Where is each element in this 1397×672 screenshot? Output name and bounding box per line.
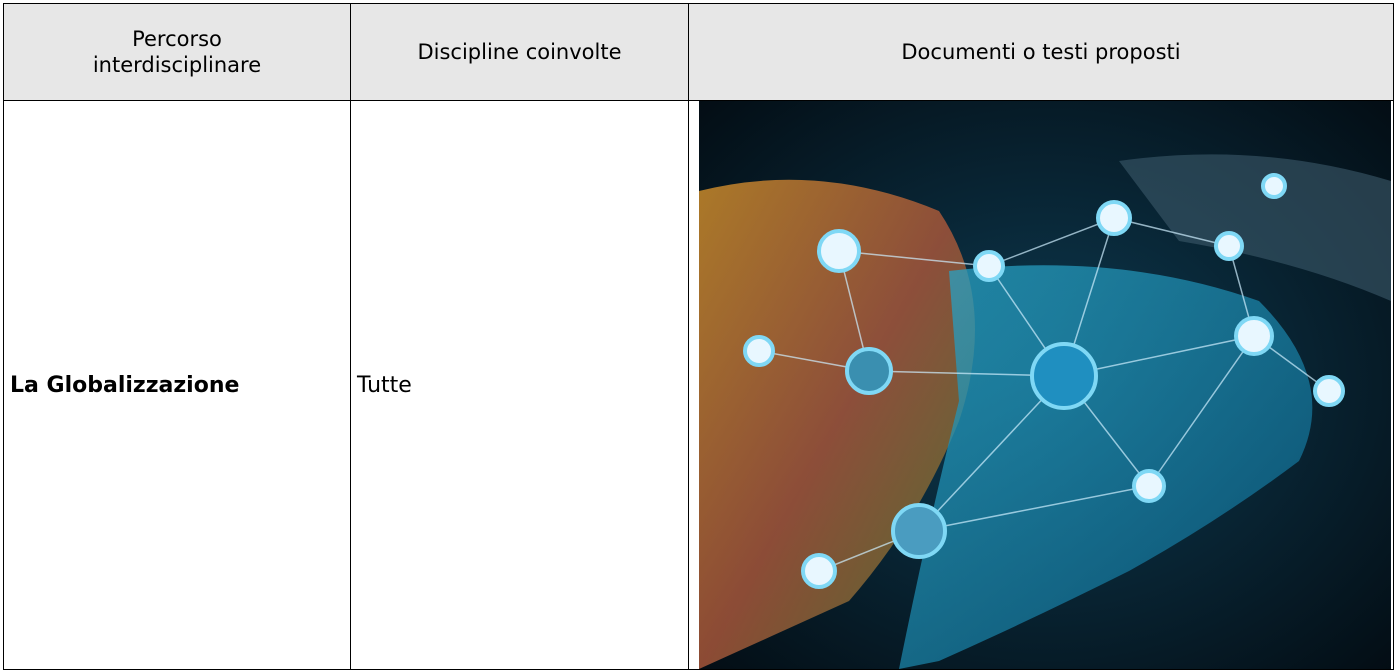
node (973, 250, 1005, 282)
cell: Tutte (350, 100, 689, 670)
cell (688, 100, 1394, 670)
node (891, 503, 947, 559)
node (1261, 173, 1287, 199)
header-text: Discipline coinvolte (417, 40, 622, 64)
topic-text: La Globalizzazione (10, 372, 240, 398)
node (1030, 342, 1098, 410)
landmass (899, 265, 1313, 669)
discipline-text: Tutte (357, 372, 412, 398)
node (817, 229, 861, 273)
table: Percorso interdisciplinare Discipline co… (3, 3, 1394, 670)
node (1214, 231, 1244, 261)
header-cell: Discipline coinvolte (350, 3, 689, 101)
landmass (699, 179, 975, 669)
node (1234, 316, 1274, 356)
link (838, 217, 1255, 377)
node (801, 553, 837, 589)
node (1313, 375, 1345, 407)
header-text: Percorso interdisciplinare (92, 27, 262, 77)
node (1132, 469, 1166, 503)
landmass (1119, 154, 1391, 301)
data-row: La Globalizzazione Tutte (3, 100, 1394, 670)
header-cell: Percorso interdisciplinare (3, 3, 351, 101)
node (845, 347, 893, 395)
header-text: Documenti o testi proposti (901, 40, 1181, 64)
cell: La Globalizzazione (3, 100, 351, 670)
globalization-image (699, 101, 1391, 669)
node (1096, 200, 1132, 236)
header-row: Percorso interdisciplinare Discipline co… (3, 3, 1394, 101)
header-cell: Documenti o testi proposti (688, 3, 1394, 101)
network-nodes (743, 173, 1345, 589)
node (743, 335, 775, 367)
